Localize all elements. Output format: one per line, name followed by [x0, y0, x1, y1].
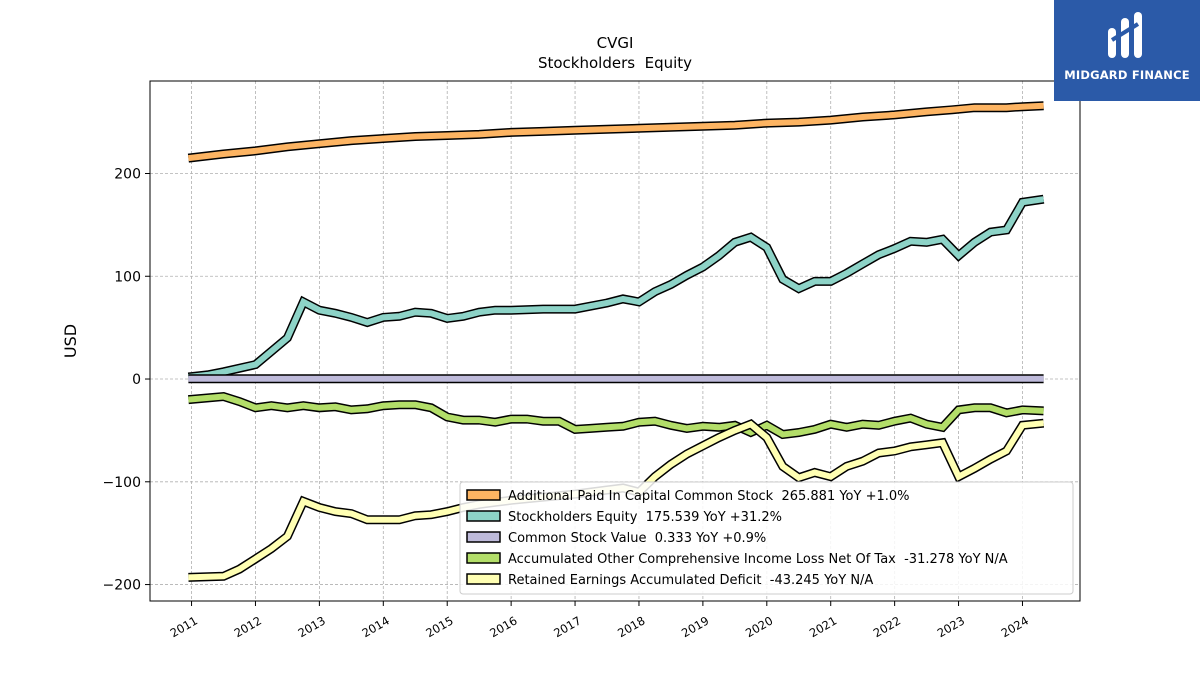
plot-frame: [149, 80, 1081, 602]
x-tick-label: 2021: [807, 613, 839, 640]
legend-swatch: [466, 510, 501, 522]
series-outline-stockholders-equity: [187, 194, 1045, 382]
x-tick-label: 2020: [743, 613, 775, 640]
x-tick-label: 2018: [615, 613, 647, 640]
legend-swatch: [466, 489, 501, 501]
x-tick-label: 2023: [935, 613, 967, 640]
x-tick-label: 2024: [999, 613, 1031, 640]
legend-box: [459, 481, 1074, 595]
brand-name: MIDGARD FINANCE: [1064, 68, 1190, 82]
x-tick-label: 2016: [487, 613, 519, 640]
x-tick-label: 2014: [359, 613, 391, 640]
x-tick-label: 2017: [551, 613, 583, 640]
y-tick-label: 0: [132, 372, 141, 388]
x-tick-label: 2015: [423, 613, 455, 640]
brand-logo: MIDGARD FINANCE: [1054, 0, 1200, 101]
y-axis-label: USD: [61, 324, 80, 358]
grid-lines: [150, 81, 1080, 601]
legend-swatch: [466, 531, 501, 543]
series-line-stockholders-equity: [188, 196, 1045, 380]
y-tick-label: −100: [103, 475, 141, 491]
legend: Additional Paid In Capital Common Stock …: [459, 481, 1074, 595]
legend-label: Retained Earnings Accumulated Deficit -4…: [508, 573, 873, 588]
brand-mark-icon: [1108, 12, 1142, 58]
legend-swatch: [466, 573, 501, 585]
x-tick-label: 2022: [871, 613, 903, 640]
series-line-additional-paid-in-capital-common-stock: [188, 102, 1044, 162]
chart-subtitle: Stockholders Equity: [538, 54, 692, 72]
y-tick-label: −200: [103, 578, 141, 594]
x-tick-label: 2012: [232, 613, 264, 640]
chart-title: CVGI: [597, 34, 634, 52]
legend-label: Accumulated Other Comprehensive Income L…: [508, 552, 1008, 567]
x-tick-label: 2013: [296, 613, 328, 640]
legend-swatch: [466, 552, 501, 564]
series-line-accumulated-other-comprehensive-income-loss-net-of-tax: [188, 393, 1044, 438]
legend-label: Stockholders Equity 175.539 YoY +31.2%: [508, 510, 782, 525]
x-tick-label: 2011: [168, 613, 200, 640]
y-tick-label: 200: [114, 166, 141, 182]
x-tick-label: 2019: [679, 613, 711, 640]
legend-label: Additional Paid In Capital Common Stock …: [508, 489, 910, 504]
legend-label: Common Stock Value 0.333 YoY +0.9%: [508, 531, 766, 546]
y-tick-label: 100: [114, 269, 141, 285]
